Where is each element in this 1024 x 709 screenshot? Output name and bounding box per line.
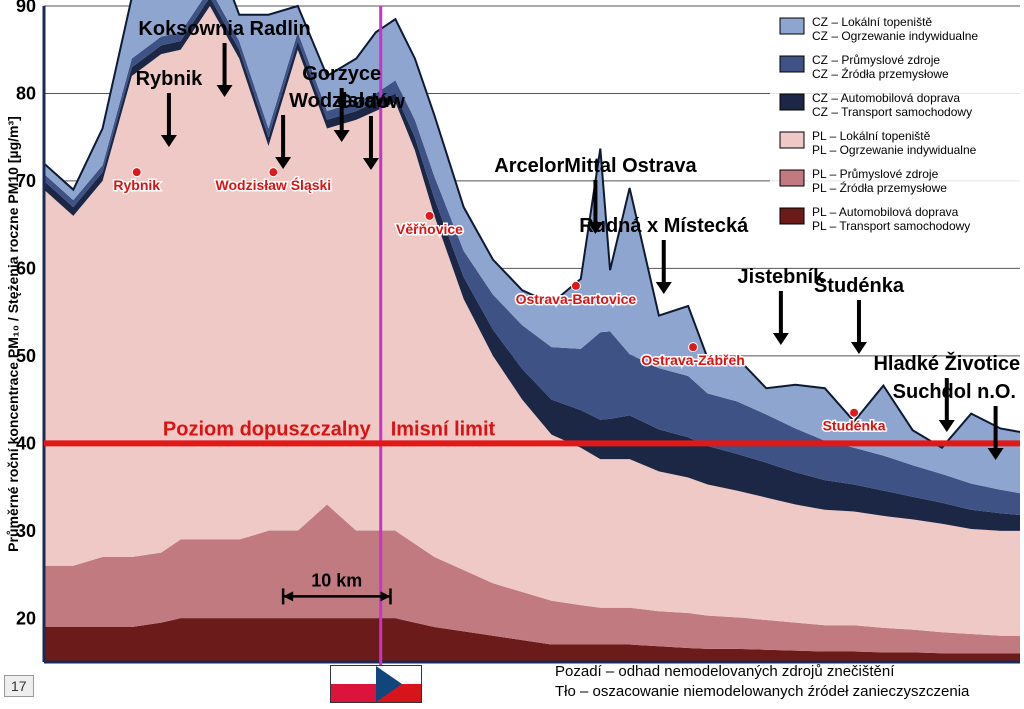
station-dot	[132, 168, 141, 177]
legend-label: CZ – Automobilová doprava	[812, 91, 960, 105]
station-dot	[850, 408, 859, 417]
station-label: Ostrava-Zábřeh	[641, 352, 744, 368]
legend-label: PL – Ogrzewanie indywidualne	[812, 143, 977, 157]
legend-label: CZ – Źródła przemysłowe	[812, 66, 949, 81]
legend-swatch	[780, 132, 804, 148]
legend-swatch	[780, 170, 804, 186]
source-label: Rudná x Místecká	[579, 215, 749, 237]
source-label: Godów	[337, 91, 405, 113]
station-label: Ostrava-Bartovice	[516, 291, 637, 307]
legend-label: PL – Lokální topeniště	[812, 129, 931, 143]
km-scale-label: 10 km	[311, 570, 362, 590]
footer-note: Pozadí – odhad nemodelovaných zdrojů zne…	[555, 663, 895, 680]
svg-text:80: 80	[16, 83, 36, 103]
border-flags	[330, 665, 422, 703]
source-label: Suchdol n.O.	[893, 381, 1016, 403]
limit-label-cz: Imisní limit	[391, 418, 496, 440]
legend-label: PL – Průmyslové zdroje	[812, 167, 939, 181]
page-number: 17	[4, 675, 34, 697]
legend-label: PL – Źródła przemysłowe	[812, 180, 947, 195]
y-axis-label: Průměrné roční koncentrace PM₁₀ / Stężen…	[5, 116, 21, 552]
station-dot	[269, 168, 278, 177]
footer-note: Tło – oszacowanie niemodelowanych źródeł…	[555, 683, 970, 700]
svg-text:20: 20	[16, 608, 36, 628]
pm10-cross-section-chart: 2030405060708090Poziom dopuszczalnyImisn…	[0, 0, 1024, 709]
svg-text:90: 90	[16, 0, 36, 16]
station-label: Rybnik	[113, 177, 160, 193]
legend-label: CZ – Ogrzewanie indywidualne	[812, 29, 978, 43]
station-dot	[425, 211, 434, 220]
source-label: Jistebník	[738, 266, 826, 288]
legend-swatch	[780, 56, 804, 72]
legend-label: CZ – Lokální topeniště	[812, 15, 932, 29]
station-dot	[571, 281, 580, 290]
legend-swatch	[780, 18, 804, 34]
legend-swatch	[780, 208, 804, 224]
station-label: Studénka	[823, 418, 886, 434]
limit-label-pl: Poziom dopuszczalny	[163, 418, 372, 440]
source-label: Studénka	[814, 275, 905, 297]
source-label: Hladké Životice	[873, 351, 1020, 375]
source-label: ArcelorMittal Ostrava	[494, 155, 697, 177]
station-label: Wodzisław Śląski	[216, 176, 332, 193]
legend-label: PL – Automobilová doprava	[812, 205, 959, 219]
legend-label: PL – Transport samochodowy	[812, 219, 970, 233]
source-label: Rybnik	[136, 68, 204, 90]
source-label: Gorzyce	[302, 63, 381, 85]
station-dot	[689, 343, 698, 352]
legend-label: CZ – Průmyslové zdroje	[812, 53, 940, 67]
legend-swatch	[780, 94, 804, 110]
source-label: Koksownia Radlin	[138, 18, 310, 40]
legend-label: CZ – Transport samochodowy	[812, 105, 972, 119]
station-label: Věřňovice	[396, 221, 463, 237]
